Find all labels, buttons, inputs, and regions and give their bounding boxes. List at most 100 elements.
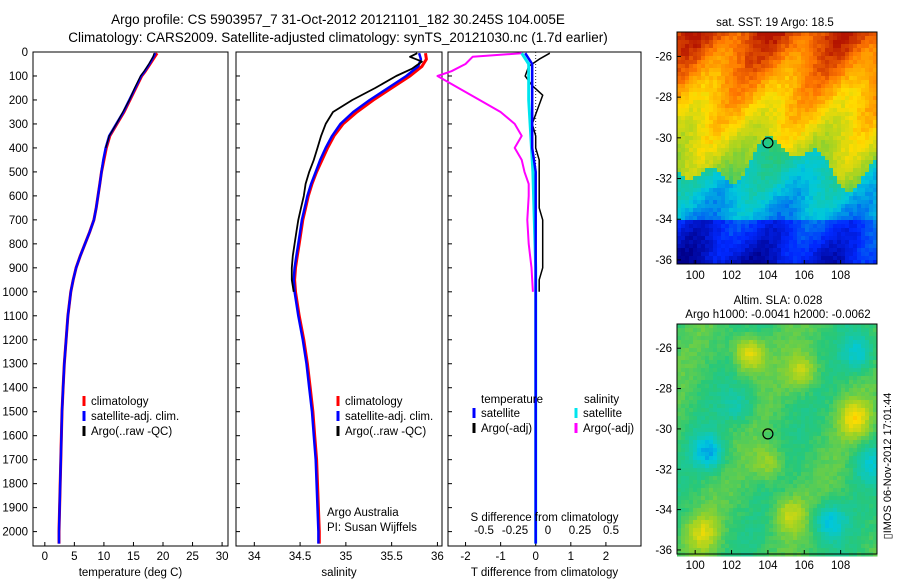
map-x-tick-label: 108 xyxy=(831,270,850,282)
map-cell xyxy=(693,180,698,185)
map-cell xyxy=(701,52,706,57)
map-cell xyxy=(753,36,758,41)
map-cell xyxy=(761,188,766,193)
map-cell xyxy=(817,52,822,57)
map-cell xyxy=(677,396,682,401)
map-cell xyxy=(821,200,826,205)
map-cell xyxy=(833,36,838,41)
map-cell xyxy=(837,460,842,465)
map-cell xyxy=(709,80,714,85)
x-tick-label: 5 xyxy=(71,551,77,563)
map-cell xyxy=(809,72,814,77)
map-cell xyxy=(685,140,690,145)
map-cell xyxy=(705,52,710,57)
map-cell xyxy=(737,260,742,265)
map-cell xyxy=(805,48,810,53)
map-cell xyxy=(729,456,734,461)
map-cell xyxy=(677,328,682,333)
map-cell xyxy=(865,260,870,265)
map-cell xyxy=(677,188,682,193)
map-cell xyxy=(813,376,818,381)
map-cell xyxy=(821,204,826,209)
map-cell xyxy=(841,76,846,81)
map-cell xyxy=(845,52,850,57)
map-cell xyxy=(729,84,734,89)
map-cell xyxy=(837,36,842,41)
map-cell xyxy=(821,232,826,237)
map-cell xyxy=(725,68,730,73)
map-cell xyxy=(785,432,790,437)
map-cell xyxy=(705,428,710,433)
map-cell xyxy=(685,96,690,101)
map-cell xyxy=(773,76,778,81)
map-cell xyxy=(773,252,778,257)
map-cell xyxy=(713,216,718,221)
map-cell xyxy=(797,436,802,441)
map-cell xyxy=(717,204,722,209)
map-cell xyxy=(681,400,686,405)
map-cell xyxy=(729,172,734,177)
map-cell xyxy=(793,348,798,353)
map-cell xyxy=(737,108,742,113)
map-cell xyxy=(765,468,770,473)
map-cell xyxy=(861,32,866,37)
map-cell xyxy=(765,348,770,353)
map-cell xyxy=(777,332,782,337)
map-cell xyxy=(797,196,802,201)
map-cell xyxy=(801,88,806,93)
map-cell xyxy=(813,76,818,81)
map-cell xyxy=(849,248,854,253)
map-cell xyxy=(709,408,714,413)
map-cell xyxy=(749,84,754,89)
map-cell xyxy=(853,100,858,105)
map-cell xyxy=(825,372,830,377)
map-cell xyxy=(821,240,826,245)
map-cell xyxy=(737,152,742,157)
map-cell xyxy=(773,404,778,409)
map-cell xyxy=(845,256,850,261)
map-cell xyxy=(785,456,790,461)
map-cell xyxy=(701,184,706,189)
map-cell xyxy=(693,48,698,53)
map-cell xyxy=(829,444,834,449)
map-cell xyxy=(825,360,830,365)
map-cell xyxy=(829,92,834,97)
map-cell xyxy=(821,256,826,261)
map-cell xyxy=(753,120,758,125)
map-cell xyxy=(733,40,738,45)
map-cell xyxy=(833,368,838,373)
map-cell xyxy=(829,152,834,157)
map-cell xyxy=(813,208,818,213)
map-cell xyxy=(833,164,838,169)
map-cell xyxy=(721,40,726,45)
map-cell xyxy=(793,204,798,209)
map-cell xyxy=(685,456,690,461)
map-cell xyxy=(865,120,870,125)
map-cell xyxy=(749,68,754,73)
map-cell xyxy=(801,448,806,453)
map-cell xyxy=(741,248,746,253)
map-cell xyxy=(757,340,762,345)
map-cell xyxy=(805,356,810,361)
map-cell xyxy=(869,364,874,369)
map-cell xyxy=(809,256,814,261)
map-cell xyxy=(789,220,794,225)
map-cell xyxy=(733,424,738,429)
map-cell xyxy=(745,392,750,397)
map-cell xyxy=(781,204,786,209)
map-cell xyxy=(853,452,858,457)
map-cell xyxy=(749,396,754,401)
map-cell xyxy=(769,32,774,37)
map-cell xyxy=(813,400,818,405)
map-cell xyxy=(813,136,818,141)
map-cell xyxy=(721,132,726,137)
map-cell xyxy=(801,388,806,393)
map-cell xyxy=(741,440,746,445)
map-cell xyxy=(817,100,822,105)
map-cell xyxy=(677,248,682,253)
map-cell xyxy=(701,256,706,261)
map-cell xyxy=(845,340,850,345)
map-cell xyxy=(685,156,690,161)
map-cell xyxy=(837,60,842,65)
map-cell xyxy=(849,52,854,57)
